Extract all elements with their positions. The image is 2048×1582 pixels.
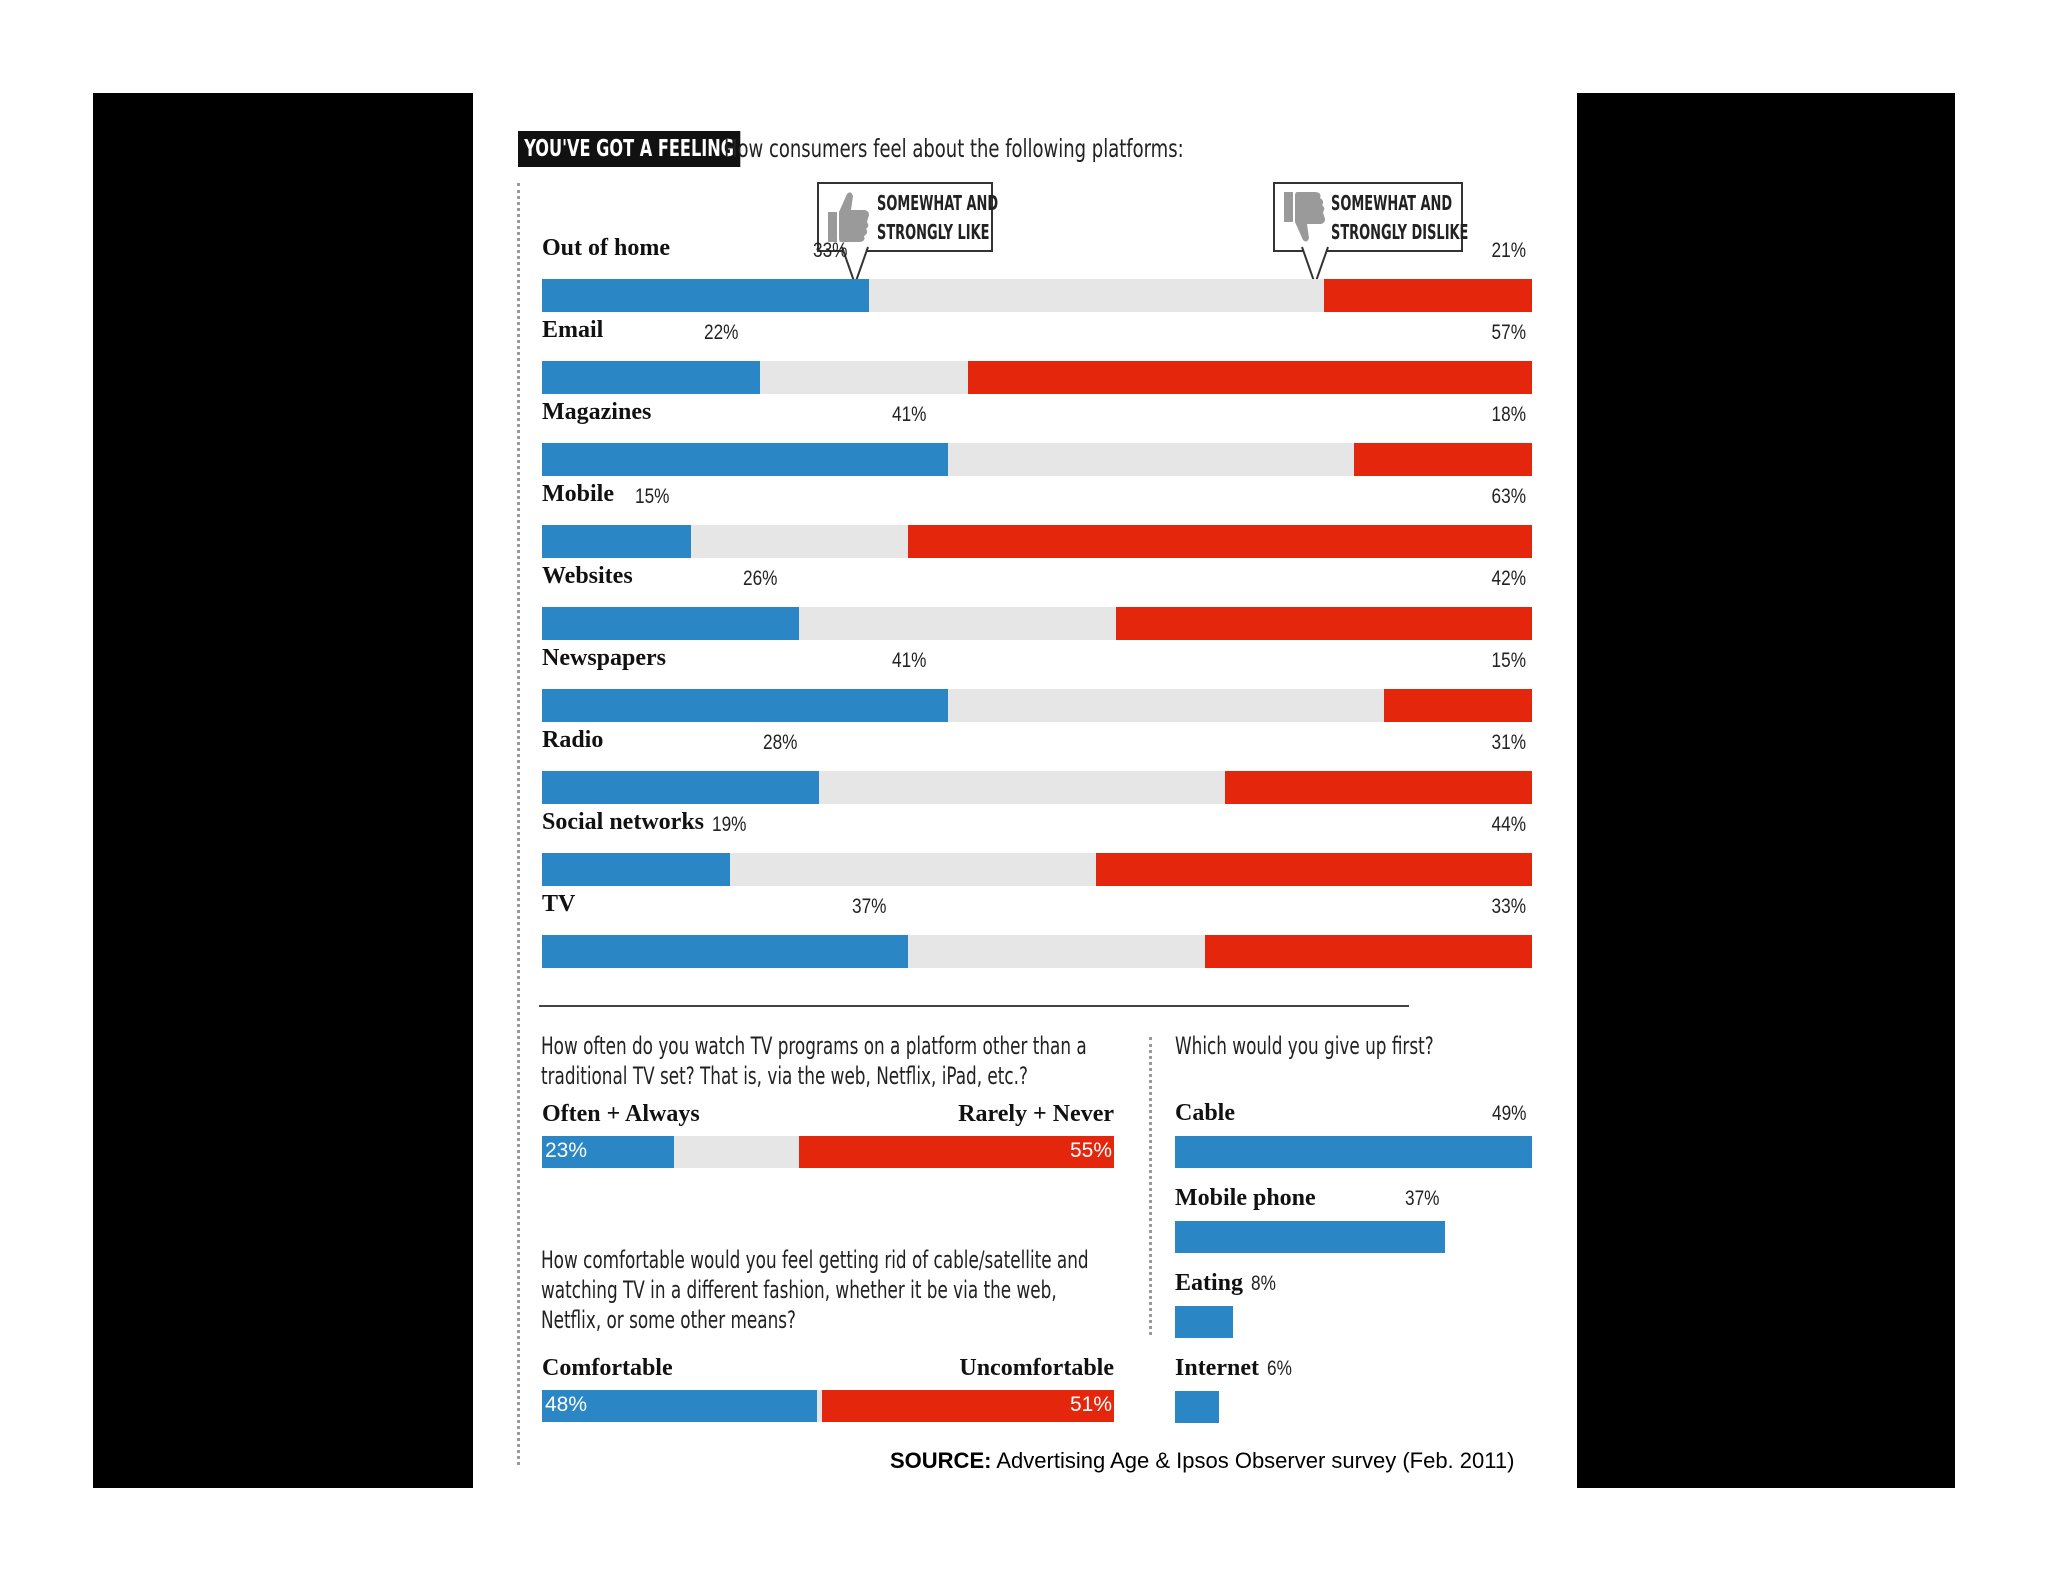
comfortable-value: 48% [545,1393,588,1416]
dislike-value-newspapers: 15% [1491,649,1526,672]
dislike-value-magazines: 18% [1491,403,1526,426]
left-black-block [93,93,473,1488]
question-comfort-line-2: watching TV in a different fashion, whet… [541,1276,1057,1304]
question-comfort: How comfortable would you feel getting r… [541,1245,1089,1335]
category-label-radio: Radio [542,727,604,753]
dislike-bar-websites [1116,607,1532,640]
dislike-value-websites: 42% [1491,567,1526,590]
question-comfort-line-1: How comfortable would you feel getting r… [541,1246,1089,1274]
question-comfort-line-3: Netflix, or some other means? [541,1306,796,1334]
like-bar-mobile [542,525,691,558]
right-black-block [1577,93,1955,1488]
like-bar-social-networks [542,853,731,886]
like-callout-line-1: SOMEWHAT AND [877,191,999,215]
like-value-email: 22% [703,321,739,344]
like-value-out-of-home: 33% [812,239,848,262]
dislike-bar-out-of-home [1324,279,1532,312]
section-divider [539,1005,1409,1007]
like-bar-newspapers [542,689,948,722]
like-value-magazines: 41% [891,403,927,426]
like-value-websites: 26% [743,567,778,590]
dislike-value-radio: 31% [1491,731,1526,754]
question-watch-frequency-line-1: How often do you watch TV programs on a … [541,1032,1087,1060]
like-bar-out-of-home [542,279,869,312]
like-bar-radio [542,771,820,804]
question-watch-frequency: How often do you watch TV programs on a … [541,1031,1087,1091]
give-up-bar-mobile-phone [1175,1221,1445,1253]
dislike-callout-line-2: STRONGLY DISLIKE [1331,220,1469,244]
source-label: SOURCE: [890,1448,992,1473]
dislike-value-mobile: 63% [1491,485,1526,508]
category-label-tv: TV [542,891,576,917]
dislike-bar-tv [1205,935,1532,968]
give-up-value-internet: 6% [1266,1357,1292,1380]
comfortable-label: Comfortable [542,1355,673,1381]
source-note: SOURCE: Advertising Age & Ipsos Observer… [890,1448,1514,1474]
like-value-tv: 37% [852,895,887,918]
category-label-out-of-home: Out of home [542,235,670,261]
question-give-up-line-1: Which would you give up first? [1175,1032,1434,1060]
dislike-callout-line-1: SOMEWHAT AND [1331,191,1453,215]
like-value-mobile: 15% [634,485,669,508]
like-callout: SOMEWHAT AND STRONGLY LIKE [817,182,998,252]
give-up-value-cable: 49% [1492,1102,1527,1125]
often-always-value: 23% [545,1139,588,1162]
category-label-websites: Websites [542,563,633,589]
dislike-bar-newspapers [1383,689,1532,722]
dislike-bar-radio [1225,771,1532,804]
thumbs-down-icon [1281,188,1327,251]
like-bar-tv [542,935,909,968]
like-value-radio: 28% [763,731,798,754]
dislike-bar-email [967,361,1532,394]
rarely-never-value: 55% [1070,1139,1113,1162]
often-always-bar [542,1136,674,1168]
dislike-callout-label: SOMEWHAT AND STRONGLY DISLIKE [1331,189,1468,247]
comfortable-bar [542,1390,817,1422]
uncomfortable-value: 51% [1070,1393,1113,1416]
give-up-label-eating: Eating [1175,1270,1244,1296]
give-up-value-eating: 8% [1251,1272,1276,1295]
dislike-value-tv: 33% [1491,895,1526,918]
question-give-up: Which would you give up first? [1175,1031,1434,1061]
source-text: Advertising Age & Ipsos Observer survey … [996,1448,1515,1473]
category-label-mobile: Mobile [542,481,614,507]
category-label-magazines: Magazines [542,399,652,425]
middle-dotted-guide [1149,1037,1152,1335]
like-value-social-networks: 19% [712,813,747,836]
give-up-bar-cable [1175,1136,1532,1168]
give-up-bar-eating [1175,1306,1234,1338]
question-watch-frequency-line-2: traditional TV set? That is, via the web… [541,1062,1028,1090]
dislike-bar-magazines [1353,443,1532,476]
like-bar-websites [542,607,800,640]
dislike-value-social-networks: 44% [1491,813,1526,836]
often-always-label: Often + Always [542,1101,700,1127]
like-bar-magazines [542,443,948,476]
give-up-label-cable: Cable [1175,1100,1235,1126]
give-up-bar-internet [1175,1391,1219,1423]
rarely-never-bar [799,1136,1114,1168]
infographic-subtitle: How consumers feel about the following p… [724,134,1184,163]
left-dotted-guide [517,183,520,1465]
like-callout-label: SOMEWHAT AND STRONGLY LIKE [877,189,998,247]
dislike-bar-social-networks [1096,853,1532,886]
like-callout-line-2: STRONGLY LIKE [877,220,990,244]
like-value-newspapers: 41% [891,649,927,672]
category-label-email: Email [542,317,604,343]
uncomfortable-bar [822,1390,1114,1422]
infographic-panel: YOU'VE GOT A FEELING How consumers feel … [473,93,1577,1488]
infographic-title: YOU'VE GOT A FEELING [518,131,741,167]
give-up-label-internet: Internet [1175,1355,1259,1381]
dislike-value-email: 57% [1491,321,1526,344]
category-label-newspapers: Newspapers [542,645,666,671]
dislike-value-out-of-home: 21% [1491,239,1526,262]
dislike-callout: SOMEWHAT AND STRONGLY DISLIKE [1273,182,1468,252]
uncomfortable-label: Uncomfortable [959,1355,1114,1381]
dislike-bar-mobile [908,525,1532,558]
rarely-never-label: Rarely + Never [958,1101,1114,1127]
give-up-value-mobile-phone: 37% [1404,1187,1440,1210]
thumbs-up-icon [825,188,871,251]
like-bar-email [542,361,760,394]
category-label-social-networks: Social networks [542,809,704,835]
give-up-label-mobile-phone: Mobile phone [1175,1185,1316,1211]
